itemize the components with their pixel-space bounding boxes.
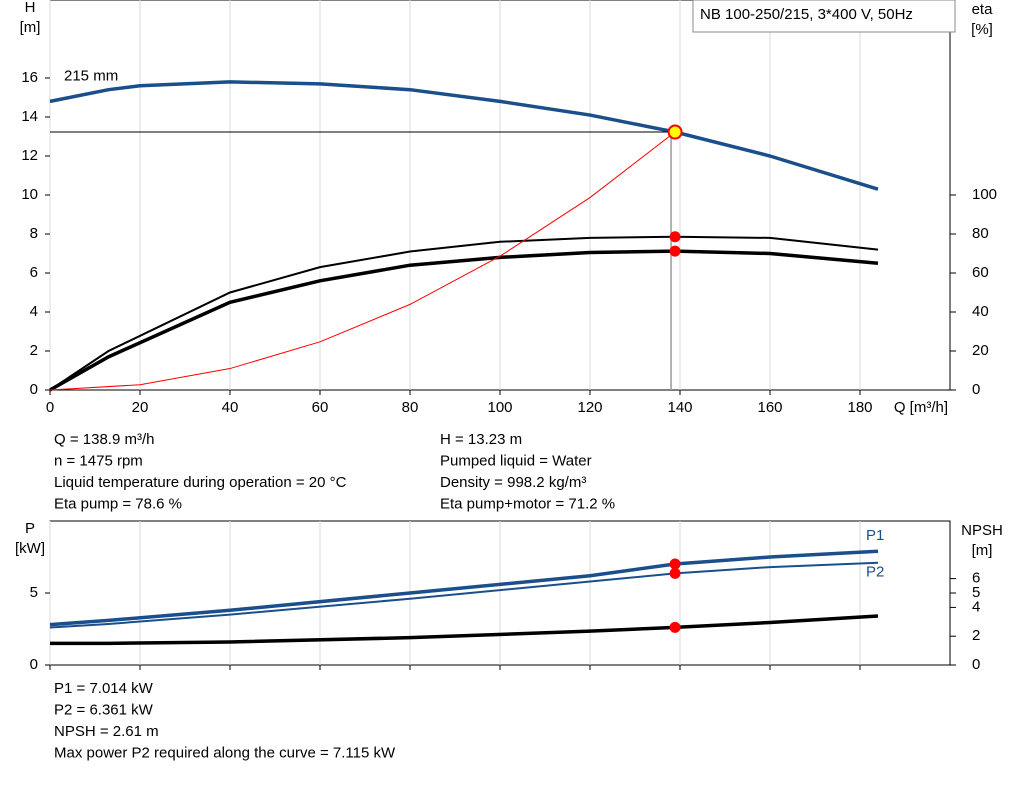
x-tick-label: 120	[577, 399, 602, 416]
y2-axis-label: NPSH	[961, 522, 1003, 539]
x-tick-label: 80	[402, 399, 419, 416]
info-text: n = 1475 rpm	[54, 452, 143, 469]
y-axis-label: P	[25, 520, 35, 537]
info-text: H = 13.23 m	[440, 431, 522, 448]
y-axis-label: [m]	[20, 19, 41, 36]
y-tick-label: 0	[30, 381, 38, 398]
y2-tick-label: 0	[972, 656, 980, 673]
operating-point	[669, 558, 681, 570]
operating-point	[669, 231, 681, 243]
y2-tick-label: 20	[972, 342, 989, 359]
x-tick-label: 140	[667, 399, 692, 416]
x-tick-label: 100	[487, 399, 512, 416]
curve-label: 215 mm	[64, 67, 118, 84]
y-tick-label: 8	[30, 225, 38, 242]
info-text: Eta pump = 78.6 %	[54, 495, 182, 512]
y2-axis-label: [%]	[971, 21, 993, 38]
y-axis-label: H	[25, 0, 36, 16]
info-text: Eta pump+motor = 71.2 %	[440, 495, 615, 512]
curve	[49, 549, 879, 627]
info-text: Q = 138.9 m³/h	[54, 431, 154, 448]
info-text: Max power P2 required along the curve = …	[54, 744, 396, 761]
series-label: P2	[866, 564, 884, 581]
operating-point	[669, 567, 681, 579]
y2-tick-label: 80	[972, 225, 989, 242]
operating-point	[667, 124, 683, 140]
operating-point	[669, 621, 681, 633]
y2-tick-label: 40	[972, 303, 989, 320]
y-tick-label: 16	[21, 69, 38, 86]
y2-tick-label: 2	[972, 627, 980, 644]
y-tick-label: 10	[21, 186, 38, 203]
curve	[49, 561, 879, 629]
y-tick-label: 14	[21, 108, 38, 125]
annotation-box	[692, 0, 956, 33]
x-tick-label: 0	[46, 399, 54, 416]
y-tick-label: 5	[30, 584, 38, 601]
y2-tick-label: 0	[972, 381, 980, 398]
y-tick-label: 12	[21, 147, 38, 164]
y2-axis-label: [m]	[972, 542, 993, 559]
curve	[50, 614, 879, 646]
info-text: Density = 998.2 kg/m³	[440, 474, 586, 491]
info-text: Pumped liquid = Water	[440, 452, 592, 469]
x-tick-label: 180	[847, 399, 872, 416]
y-axis-label: [kW]	[15, 540, 45, 557]
x-tick-label: 20	[132, 399, 149, 416]
y-tick-label: 2	[30, 342, 38, 359]
x-tick-label: 40	[222, 399, 239, 416]
y-tick-label: 4	[30, 303, 38, 320]
info-text: NPSH = 2.61 m	[54, 723, 159, 740]
curve	[49, 235, 879, 391]
y2-axis-label: eta	[972, 1, 994, 18]
y2-tick-label: 60	[972, 264, 989, 281]
x-tick-label: 60	[312, 399, 329, 416]
y2-tick-label: 4	[972, 598, 980, 615]
curve	[49, 131, 676, 391]
x-axis-label: Q [m³/h]	[894, 399, 948, 416]
y-tick-label: 6	[30, 264, 38, 281]
info-text: Liquid temperature during operation = 20…	[54, 474, 347, 491]
x-tick-label: 160	[757, 399, 782, 416]
y2-tick-label: 100	[972, 186, 997, 203]
y2-tick-label: 5	[972, 584, 980, 601]
y-tick-label: 0	[30, 656, 38, 673]
curve	[49, 80, 879, 191]
info-text: P2 = 6.361 kW	[54, 701, 154, 718]
info-text: P1 = 7.014 kW	[54, 680, 154, 697]
curve	[49, 249, 879, 392]
annotation: NB 100-250/215, 3*400 V, 50Hz	[700, 6, 913, 23]
series-label: P1	[866, 527, 884, 544]
operating-point	[669, 245, 681, 257]
y2-tick-label: 6	[972, 570, 980, 587]
